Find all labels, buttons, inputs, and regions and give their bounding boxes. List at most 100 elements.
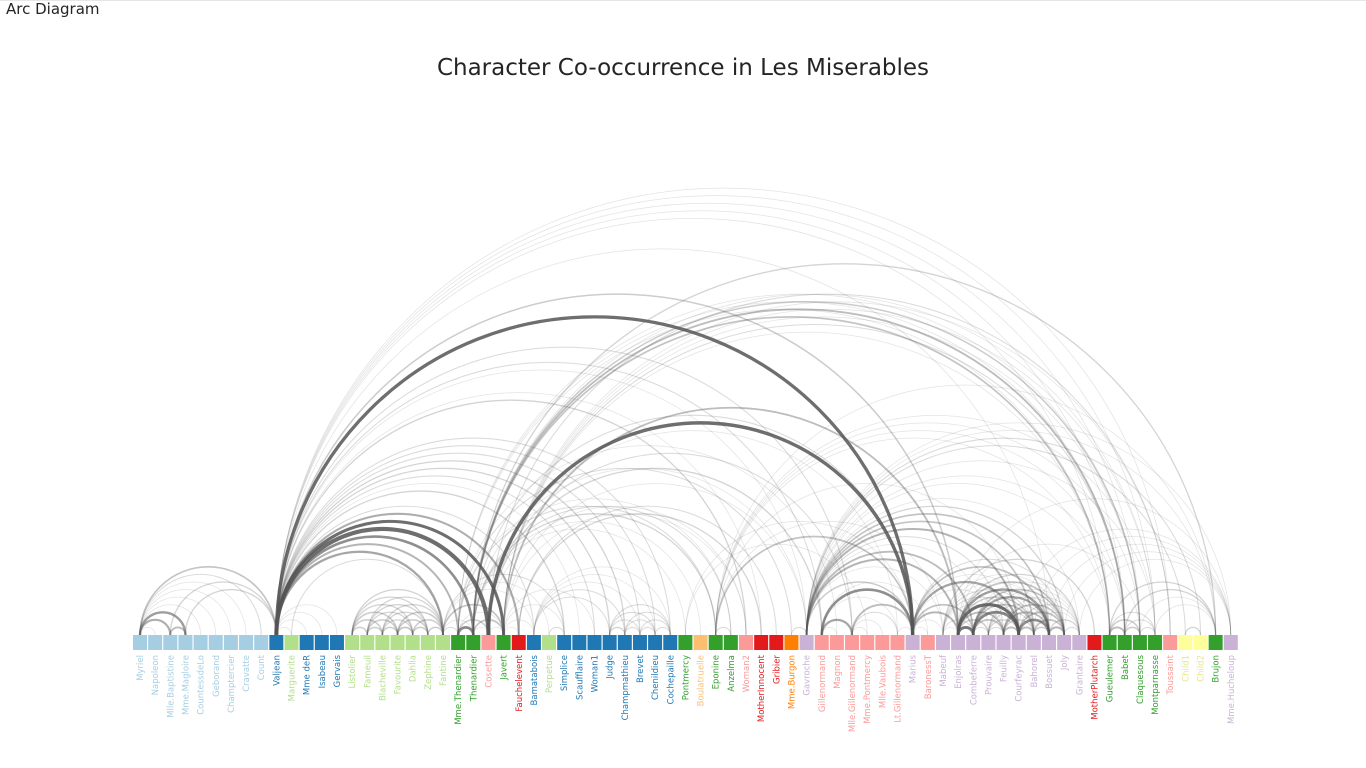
- node-square[interactable]: [496, 635, 511, 650]
- node-square[interactable]: [178, 635, 193, 650]
- node-label: Thenardier: [469, 654, 479, 702]
- node-square[interactable]: [557, 635, 572, 650]
- node-square[interactable]: [799, 635, 814, 650]
- node-square[interactable]: [693, 635, 708, 650]
- node-square[interactable]: [360, 635, 375, 650]
- node-square[interactable]: [1178, 635, 1193, 650]
- node-square[interactable]: [708, 635, 723, 650]
- node-square[interactable]: [390, 635, 405, 650]
- node-square[interactable]: [860, 635, 875, 650]
- node-square[interactable]: [254, 635, 269, 650]
- node-square[interactable]: [148, 635, 163, 650]
- node-square[interactable]: [951, 635, 966, 650]
- node-square[interactable]: [663, 635, 678, 650]
- arc-link: [1002, 619, 1035, 636]
- arc-link: [503, 323, 1126, 636]
- node-square[interactable]: [1102, 635, 1117, 650]
- node-square[interactable]: [526, 635, 541, 650]
- node-square[interactable]: [981, 635, 996, 650]
- node-square[interactable]: [875, 635, 890, 650]
- arc-link: [503, 627, 520, 636]
- node-square[interactable]: [511, 635, 526, 650]
- arc-link: [1184, 626, 1202, 636]
- node-square[interactable]: [1072, 635, 1087, 650]
- node-square[interactable]: [1117, 635, 1132, 650]
- arc-link: [275, 392, 762, 636]
- arc-link: [806, 422, 1232, 636]
- node-square[interactable]: [269, 635, 284, 650]
- node-square[interactable]: [466, 635, 481, 650]
- node-square[interactable]: [1148, 635, 1163, 650]
- node-square[interactable]: [1011, 635, 1026, 650]
- node-square[interactable]: [572, 635, 587, 650]
- node-square[interactable]: [481, 635, 496, 650]
- node-square[interactable]: [1208, 635, 1223, 650]
- node-label: Pontmercy: [681, 655, 691, 700]
- node-square[interactable]: [420, 635, 435, 650]
- node-square[interactable]: [436, 635, 450, 650]
- arc-link: [457, 445, 838, 636]
- node-square[interactable]: [1193, 635, 1208, 650]
- node-label: Mabeuf: [939, 654, 949, 687]
- node-square[interactable]: [905, 635, 920, 650]
- arc-link: [609, 619, 641, 636]
- arc-link: [1078, 558, 1232, 636]
- arc-link: [169, 626, 187, 636]
- node-label: Favourite: [394, 655, 404, 694]
- node-square[interactable]: [602, 635, 617, 650]
- node-label: Judge: [606, 655, 616, 680]
- node-square[interactable]: [754, 635, 769, 650]
- node-square[interactable]: [1132, 635, 1147, 650]
- node-square[interactable]: [829, 635, 844, 650]
- node-square[interactable]: [617, 635, 632, 650]
- node-square[interactable]: [966, 635, 981, 650]
- node-square[interactable]: [375, 635, 390, 650]
- node-square[interactable]: [223, 635, 238, 650]
- node-label: Mlle.Baptistine: [166, 655, 176, 718]
- node-square[interactable]: [845, 635, 860, 650]
- node-square[interactable]: [1057, 635, 1072, 650]
- node-square[interactable]: [739, 635, 753, 650]
- node-square[interactable]: [678, 635, 693, 650]
- node-square[interactable]: [723, 635, 738, 650]
- node-square[interactable]: [920, 635, 935, 650]
- node-square[interactable]: [632, 635, 647, 650]
- node-square[interactable]: [451, 635, 466, 650]
- arc-link: [275, 202, 1141, 636]
- node-square[interactable]: [769, 635, 784, 650]
- arc-link: [715, 414, 1156, 636]
- arc-link: [472, 293, 1156, 636]
- arc-link: [715, 422, 1141, 636]
- node-square[interactable]: [890, 635, 905, 650]
- node-label: Fantine: [439, 655, 449, 686]
- node-label: Champmathieu: [621, 655, 631, 720]
- arc-link: [805, 558, 960, 636]
- node-square[interactable]: [208, 635, 223, 650]
- node-square[interactable]: [784, 635, 799, 650]
- node-square[interactable]: [1163, 635, 1178, 650]
- node-square[interactable]: [1223, 635, 1238, 650]
- node-square[interactable]: [239, 635, 254, 650]
- node-label: Gavroche: [803, 655, 813, 696]
- arc-link: [139, 565, 278, 636]
- node-square[interactable]: [587, 635, 602, 650]
- node-square[interactable]: [193, 635, 208, 650]
- node-square[interactable]: [1042, 635, 1056, 650]
- node-square[interactable]: [648, 635, 663, 650]
- node-square[interactable]: [163, 635, 178, 650]
- node-square[interactable]: [314, 635, 329, 650]
- node-square[interactable]: [405, 635, 420, 650]
- node-square[interactable]: [299, 635, 314, 650]
- node-square[interactable]: [345, 635, 360, 650]
- node-square[interactable]: [814, 635, 829, 650]
- node-square[interactable]: [284, 635, 299, 650]
- node-square[interactable]: [542, 635, 557, 650]
- node-square[interactable]: [329, 635, 344, 650]
- node-square[interactable]: [1026, 635, 1041, 650]
- node-square[interactable]: [133, 635, 147, 650]
- node-square[interactable]: [996, 635, 1011, 650]
- arc-link: [275, 399, 747, 636]
- node-square[interactable]: [1087, 635, 1102, 650]
- node-label: Claquesous: [1136, 654, 1146, 704]
- node-square[interactable]: [935, 635, 950, 650]
